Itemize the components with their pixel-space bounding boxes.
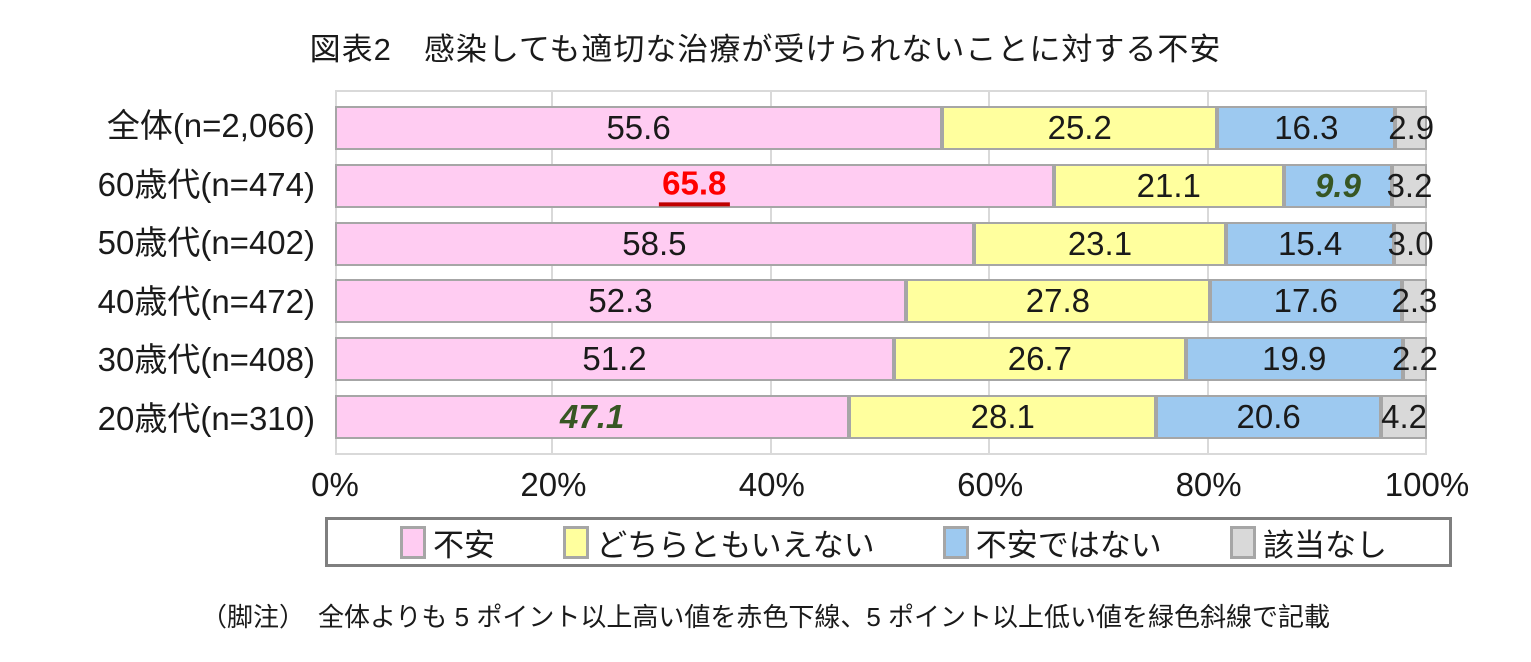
bar-value-label: 17.6 <box>1273 282 1338 320</box>
legend-item: 不安ではない <box>942 520 1162 565</box>
bar-value-label: 52.3 <box>588 282 653 320</box>
legend-swatch <box>942 525 969 559</box>
x-axis: 0% 20% 40% 60% 80% 100% <box>311 466 1469 510</box>
bar-value-label: 51.2 <box>582 340 647 378</box>
bar-row: 58.5 23.1 15.4 3.0 <box>335 221 1434 266</box>
bar-value-label: 28.1 <box>970 397 1035 435</box>
bar-row: 55.6 25.2 16.3 2.9 <box>335 105 1434 150</box>
gridline <box>335 92 337 453</box>
legend-label: 不安 <box>433 527 495 563</box>
footnote: （脚注） 全体よりも 5 ポイント以上高い値を赤色下線、5 ポイント以上低い値を… <box>200 602 1331 632</box>
legend-label: 該当なし <box>1263 527 1387 563</box>
plot-area: 55.6 25.2 16.3 2.9 65.8 21.1 9.9 3.2 58.5 23.1 15.… <box>335 90 1438 455</box>
bar-value-label: 23.1 <box>1067 224 1133 262</box>
gridline <box>769 92 772 453</box>
legend-label: 不安ではない <box>975 527 1162 563</box>
bar-segment-gaito-nashi: 2.3 <box>1391 279 1437 324</box>
bar-value-label: 16.3 <box>1274 108 1339 146</box>
bar-segment-fuan-dewanai: 16.3 <box>1217 105 1396 150</box>
bar-value-label: 20.6 <box>1236 397 1301 435</box>
x-axis-tick: 100% <box>1384 466 1470 503</box>
x-axis-tick: 40% <box>738 466 805 503</box>
category-label: 30歳代(n=408) <box>97 341 315 379</box>
bar-segment-dochira: 25.2 <box>942 105 1218 150</box>
category-label: 60歳代(n=474) <box>97 165 315 203</box>
gridline <box>988 92 991 453</box>
legend-swatch <box>563 525 590 559</box>
bar-segment-dochira: 23.1 <box>973 221 1227 266</box>
bar-value-label: 9.9 <box>1315 166 1361 204</box>
gridline <box>1425 92 1427 453</box>
bar-segment-gaito-nashi: 4.2 <box>1381 395 1427 440</box>
bar-value-label: 26.7 <box>1007 340 1072 378</box>
x-axis-tick: 0% <box>311 466 359 503</box>
bar-row: 52.3 27.8 17.6 2.3 <box>335 279 1437 324</box>
category-label: 40歳代(n=472) <box>97 282 315 320</box>
bar-value-label: 2.2 <box>1392 340 1438 378</box>
bar-segment-fuan-dewanai: 9.9 <box>1283 163 1393 208</box>
legend-item: 不安 <box>400 520 495 565</box>
bar-segment-fuan-dewanai: 19.9 <box>1185 337 1403 382</box>
chart-title: 図表2 感染しても適切な治療が受けられないことに対する不安 <box>309 32 1222 67</box>
bar-rows: 55.6 25.2 16.3 2.9 65.8 21.1 9.9 3.2 58.5 23.1 15.… <box>335 92 1438 453</box>
legend-swatch <box>1230 525 1256 559</box>
bar-segment-dochira: 27.8 <box>906 279 1210 324</box>
legend-swatch <box>400 525 426 559</box>
bar-value-label: 2.3 <box>1391 282 1438 320</box>
bar-segment-fuan: 55.6 <box>335 105 943 150</box>
bar-value-label: 65.8 <box>659 164 730 207</box>
category-label: 全体(n=2,066) <box>106 107 315 145</box>
legend-item: どちらともいえない <box>563 520 875 565</box>
bar-value-label: 15.4 <box>1278 224 1343 262</box>
category-label: 50歳代(n=402) <box>97 224 315 262</box>
bar-segment-fuan: 65.8 <box>335 163 1054 208</box>
bar-value-label: 3.0 <box>1387 224 1434 262</box>
x-axis-tick: 20% <box>520 466 587 503</box>
gridline <box>551 92 554 453</box>
bar-segment-fuan-dewanai: 17.6 <box>1209 279 1402 324</box>
gridline <box>1206 92 1209 453</box>
category-label: 20歳代(n=310) <box>97 399 315 437</box>
legend: 不安 どちらともいえない 不安ではない 該当なし <box>325 517 1452 567</box>
bar-segment-fuan-dewanai: 15.4 <box>1226 221 1395 266</box>
bar-row: 51.2 26.7 19.9 2.2 <box>335 337 1438 382</box>
bar-value-label: 55.6 <box>606 108 671 146</box>
bar-value-label: 47.1 <box>560 397 625 435</box>
bar-row: 65.8 21.1 9.9 3.2 <box>335 163 1432 208</box>
x-axis-tick: 60% <box>957 466 1024 503</box>
bar-segment-gaito-nashi: 3.2 <box>1387 163 1432 208</box>
bar-segment-gaito-nashi: 3.0 <box>1388 221 1434 266</box>
category-labels: 全体(n=2,066) 60歳代(n=474) 50歳代(n=402) 40歳代(n=… <box>0 90 325 455</box>
bar-segment-gaito-nashi: 2.9 <box>1388 105 1434 150</box>
bar-value-label: 19.9 <box>1262 340 1327 378</box>
bar-segment-fuan: 47.1 <box>335 395 850 440</box>
bar-value-label: 25.2 <box>1047 108 1112 146</box>
bar-segment-fuan: 51.2 <box>335 337 895 382</box>
bar-segment-fuan: 52.3 <box>335 279 907 324</box>
bar-segment-dochira: 28.1 <box>849 395 1157 440</box>
bar-value-label: 21.1 <box>1136 166 1201 204</box>
bar-segment-dochira: 21.1 <box>1053 163 1284 208</box>
bar-segment-fuan: 58.5 <box>335 221 974 266</box>
bar-value-label: 3.2 <box>1386 166 1433 204</box>
x-axis-tick: 80% <box>1175 466 1242 503</box>
bar-value-label: 27.8 <box>1025 282 1091 320</box>
bar-segment-dochira: 26.7 <box>894 337 1186 382</box>
bar-segment-gaito-nashi: 2.2 <box>1392 337 1438 382</box>
bar-row: 47.1 28.1 20.6 4.2 <box>335 395 1427 440</box>
legend-item: 該当なし <box>1230 520 1387 565</box>
bar-value-label: 2.9 <box>1388 108 1435 146</box>
bar-value-label: 58.5 <box>622 224 687 262</box>
bar-segment-fuan-dewanai: 20.6 <box>1156 395 1382 440</box>
legend-label: どちらともいえない <box>596 527 875 563</box>
bar-value-label: 4.2 <box>1381 397 1427 435</box>
